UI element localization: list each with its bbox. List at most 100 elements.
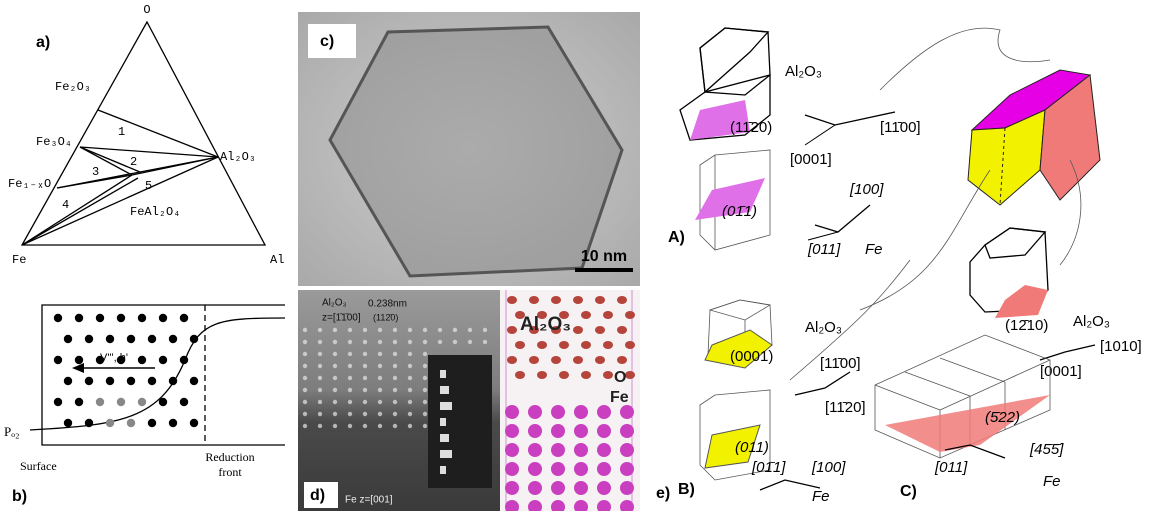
iron-atom (597, 462, 611, 476)
metal-label: Fe (865, 241, 883, 258)
atom-spot (303, 364, 307, 368)
po2-curve (30, 318, 285, 430)
panel-e: Al₂O₃ O Fe e) (500, 290, 670, 511)
compound-label: Fe₃O₄ (36, 135, 72, 149)
atom-spot (378, 340, 382, 344)
atom-spot (423, 352, 427, 356)
atom-spot (393, 376, 397, 380)
atom-spot (378, 400, 382, 404)
oxygen-atom (625, 311, 635, 319)
lattice-dot (85, 335, 93, 343)
vertex-label: O (143, 3, 150, 17)
axis-arrow (805, 125, 835, 145)
atom-spot (303, 328, 307, 332)
lattice-dot (148, 419, 156, 427)
atom-spot (333, 424, 337, 428)
atom-spot (423, 328, 427, 332)
lattice-dot (138, 356, 146, 364)
diffraction-inset (428, 355, 492, 488)
oxygen-atom (617, 326, 627, 334)
compound-label: FeAl₂O₄ (130, 205, 180, 219)
atom-spot (363, 364, 367, 368)
panel-label: A) (668, 229, 685, 246)
iron-atom (620, 405, 634, 419)
direction-label: [0001] (1040, 363, 1082, 380)
lattice-dot (159, 356, 167, 364)
atom-spot (303, 340, 307, 344)
iron-atom (528, 405, 542, 419)
iron-atom (505, 424, 519, 438)
atom-spot (333, 340, 337, 344)
atom-spot (393, 340, 397, 344)
atom-spot (363, 376, 367, 380)
oxygen-atom (529, 356, 539, 364)
panel-label: B) (678, 481, 695, 498)
axis-arrow (808, 232, 838, 240)
panel-label: c) (320, 33, 334, 50)
atom-spot (318, 388, 322, 392)
atom-spot (393, 400, 397, 404)
plane-label: (0001) (730, 348, 773, 365)
lattice-dot (106, 335, 114, 343)
oxygen-atom (603, 371, 613, 379)
atom-spot (483, 340, 487, 344)
atom-spot (423, 388, 427, 392)
iron-atom (551, 405, 565, 419)
atom-spot (318, 328, 322, 332)
atom-spot (378, 412, 382, 416)
direction-label: [11̄00] (820, 355, 861, 372)
atom-spot (333, 352, 337, 356)
lattice-dot (190, 335, 198, 343)
oxygen-atom (507, 356, 517, 364)
atom-spot (333, 376, 337, 380)
phase-label: Al₂O₃ (1073, 313, 1110, 330)
arrow-label: V''', h' (100, 352, 128, 364)
direction-label: [11̄00] (880, 119, 921, 136)
axis-arrows (1040, 345, 1095, 360)
lattice-dot (96, 398, 104, 406)
atom-spot (318, 400, 322, 404)
oxygen-atom (551, 356, 561, 364)
atom-spot (483, 328, 487, 332)
plane-highlight (885, 395, 1050, 452)
oxygen-atom (595, 356, 605, 364)
atom-spot (393, 364, 397, 368)
region-label: 5 (145, 179, 152, 193)
metal-label: Fe (812, 488, 830, 505)
atom-spot (348, 340, 352, 344)
oxygen-atom (507, 326, 517, 334)
oxygen-atom (617, 296, 627, 304)
panel-a: a) O Fe Al Fe₂O₃ Fe₃O₄ Fe₁₋ₓO Al₂O₃ FeAl… (8, 3, 284, 267)
lattice-dot (180, 314, 188, 322)
lattice-dot (190, 419, 198, 427)
atom-spot (408, 364, 412, 368)
atom-label: O (614, 369, 626, 386)
atom-spot (333, 364, 337, 368)
oxygen-atom (595, 296, 605, 304)
atom-spot (378, 376, 382, 380)
iron-atom (620, 424, 634, 438)
iron-atom (597, 481, 611, 495)
iron-atom (551, 443, 565, 457)
lattice-dot (148, 335, 156, 343)
atom-spot (348, 376, 352, 380)
atom-spot (363, 340, 367, 344)
atom-spot (468, 328, 472, 332)
atom-spot (438, 340, 442, 344)
spacing-label: 0.238nm (368, 299, 407, 310)
oxygen-atom (515, 371, 525, 379)
panel-B: (0001) Al₂O₃ [11̄00] [11̄20] (011) [01̄1… (678, 300, 866, 505)
atom-spot (408, 340, 412, 344)
lattice-dot (127, 419, 135, 427)
atom-spot (408, 328, 412, 332)
lattice-dot (117, 314, 125, 322)
direction-label: [1010] (1100, 338, 1142, 355)
plane-label: (112̄0) (373, 312, 398, 322)
oxygen-atom (581, 371, 591, 379)
oxygen-atom (551, 296, 561, 304)
panel-C: (12̄10) Al₂O₃ [1010] [0001] (5̄22) [011]… (875, 228, 1142, 500)
lattice-dot (54, 398, 62, 406)
direction-label: [011] (934, 459, 968, 476)
position-label: Reduction (205, 450, 254, 464)
phase-label: Al₂O₃ (322, 298, 347, 309)
